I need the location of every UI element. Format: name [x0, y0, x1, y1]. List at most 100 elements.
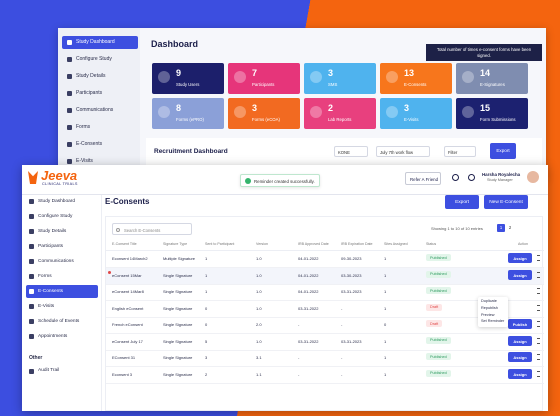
sidebar-icon: [29, 229, 34, 234]
row-menu-icon[interactable]: [537, 370, 539, 377]
table-cell: 2.0: [256, 322, 262, 327]
row-action-button[interactable]: Publish: [508, 319, 532, 329]
action-button[interactable]: New E-Consent: [484, 195, 528, 209]
sidebar-active: [26, 285, 98, 298]
menu-item[interactable]: Republish: [481, 305, 498, 310]
sidebar-item[interactable]: E-Visits: [76, 158, 93, 164]
table-cell: 5: [205, 338, 208, 344]
sidebar-item[interactable]: Study Dashboard: [38, 199, 76, 204]
sidebar-item[interactable]: Configure Study: [76, 56, 112, 62]
table-cell: English eConsent: [112, 305, 144, 311]
button-label: Assign: [513, 371, 527, 377]
sidebar-item[interactable]: E-Consents: [38, 289, 64, 294]
export-button[interactable]: Export: [490, 143, 516, 159]
menu-item[interactable]: Set Reminder: [481, 319, 505, 324]
filter-dropdown[interactable]: Filter: [444, 146, 476, 157]
header-icon[interactable]: [468, 174, 475, 181]
stat-tile: 3 SMS: [304, 63, 376, 94]
sidebar-section: Other: [29, 355, 43, 361]
entries-info: Showing 1 to 10 of 10 entries: [431, 226, 483, 231]
sidebar-item[interactable]: Schedule of Events: [38, 319, 80, 324]
tile-label: Form Submissions: [480, 117, 516, 122]
row-menu-icon[interactable]: [537, 354, 539, 360]
status-badge: Published: [426, 369, 451, 377]
table-cell: -: [298, 371, 300, 377]
sidebar-icon: [67, 108, 72, 113]
filter-dropdown[interactable]: KONE: [334, 146, 368, 157]
column-header: Sent to Participant: [205, 242, 235, 246]
tile-label: E-Consents: [404, 82, 427, 87]
search-box[interactable]: Search E-Consents: [112, 223, 192, 235]
sidebar-item[interactable]: Study Details: [38, 229, 67, 234]
table-cell: eConsent July 17: [112, 338, 143, 344]
table-cell: Single Signature: [163, 272, 193, 278]
sidebar-item[interactable]: Forms: [76, 124, 91, 130]
header-divider: [22, 194, 548, 195]
stat-tile: 2 Lab Reports: [304, 98, 376, 129]
filter-label: July 7th work flow: [380, 150, 414, 155]
table-cell: 1: [384, 305, 387, 311]
menu-item[interactable]: Preview: [481, 312, 495, 317]
sidebar-item[interactable]: Configure Study: [38, 214, 73, 219]
search-icon: [116, 227, 120, 232]
action-button[interactable]: Export: [445, 195, 479, 209]
sidebar-item[interactable]: Audit Trail: [38, 368, 60, 373]
tile-icon: [310, 106, 322, 118]
sidebar-icon: [67, 125, 72, 130]
table-cell: 03-31-2023: [341, 338, 362, 344]
row-divider: [106, 300, 544, 301]
column-header: E-Consent Title: [112, 242, 137, 246]
page-button[interactable]: 1: [497, 224, 505, 232]
table-cell: eConsent 14Mar8: [112, 289, 144, 294]
sidebar-item[interactable]: Communications: [38, 259, 74, 264]
table-cell: 04-01-2022: [298, 289, 319, 294]
sidebar-icon: [29, 214, 34, 219]
tile-value: 3: [252, 103, 258, 113]
sidebar-item[interactable]: Participants: [76, 90, 103, 96]
row-menu-icon[interactable]: [537, 321, 539, 327]
sidebar-item[interactable]: Study Details: [76, 73, 106, 79]
stat-tile: 8 Forms (ePRO): [152, 98, 224, 129]
row-action-button[interactable]: Assign: [508, 352, 532, 362]
row-divider: [106, 316, 544, 317]
button-label: Publish: [512, 322, 528, 327]
filter-dropdown[interactable]: July 7th work flow: [376, 146, 430, 157]
header-icon[interactable]: [452, 174, 459, 181]
page-button[interactable]: 2: [508, 225, 512, 230]
sidebar-item[interactable]: Appointments: [38, 334, 68, 339]
row-action-button[interactable]: Assign: [508, 335, 532, 346]
row-action-button[interactable]: Assign: [508, 368, 532, 379]
sidebar-item[interactable]: E-Visits: [38, 304, 55, 309]
row-menu-icon[interactable]: [537, 271, 539, 278]
search-placeholder: Search E-Consents: [124, 227, 161, 233]
table-cell: 03-31-2023: [341, 289, 362, 294]
table-cell: 1: [205, 256, 208, 261]
row-action-button[interactable]: Assign: [508, 253, 532, 263]
tile-label: Forms (ePRO): [176, 117, 204, 122]
stat-tile: 3 E-Visits: [380, 98, 452, 129]
sidebar-item[interactable]: Participants: [38, 244, 64, 249]
table-cell: Multiple Signature: [163, 256, 196, 261]
row-action-button[interactable]: Assign: [508, 269, 532, 280]
user-avatar[interactable]: [527, 171, 539, 183]
status-badge: Published: [426, 287, 451, 294]
table-cell: 1.0: [256, 338, 262, 344]
sidebar-item[interactable]: Study Dashboard: [76, 39, 115, 45]
row-menu-icon[interactable]: [537, 337, 539, 344]
tile-icon: [310, 71, 322, 83]
refer-button[interactable]: Refer A Friend: [405, 172, 441, 185]
table-cell: -: [341, 371, 343, 377]
row-menu-icon[interactable]: [537, 255, 539, 261]
table-cell: -: [341, 305, 343, 311]
menu-item[interactable]: Duplicate: [481, 299, 497, 303]
table-cell: EConsent 31: [112, 355, 136, 360]
status-badge: Draft: [426, 303, 443, 311]
sidebar-item[interactable]: E-Consents: [76, 141, 103, 147]
row-menu-icon[interactable]: [537, 304, 539, 311]
tile-value: 2: [328, 103, 334, 113]
sidebar-item[interactable]: Communications: [76, 107, 114, 113]
row-menu-icon[interactable]: [537, 288, 539, 294]
tile-icon: [234, 71, 246, 83]
sidebar-item[interactable]: Forms: [38, 274, 52, 279]
econsent-window: Jeeva CLINICAL TRIALS Reminder created suc…: [22, 165, 548, 411]
